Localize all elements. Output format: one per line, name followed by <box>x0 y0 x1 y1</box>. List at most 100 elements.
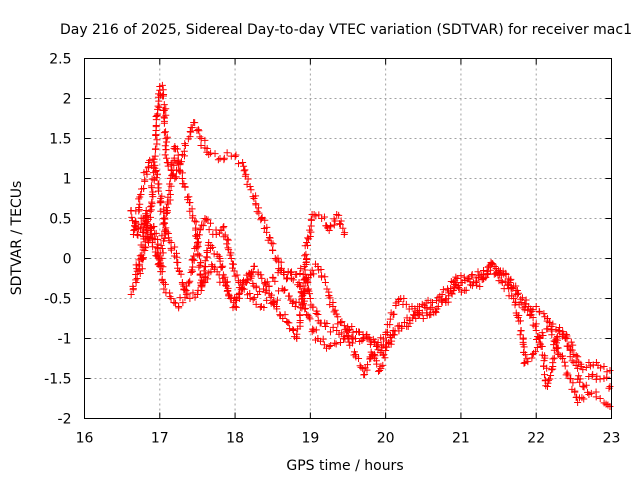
data-point-marker <box>362 332 370 340</box>
data-point-marker <box>128 217 136 225</box>
data-point-marker <box>247 274 255 282</box>
data-point-marker <box>131 217 139 225</box>
data-point-marker <box>285 292 293 300</box>
data-point-marker <box>240 167 248 175</box>
x-tick-label: 16 <box>76 431 94 447</box>
data-point-marker <box>301 285 309 293</box>
data-point-marker <box>355 355 363 363</box>
data-point-marker <box>528 307 536 315</box>
data-point-marker <box>161 227 169 235</box>
data-point-marker <box>219 224 227 232</box>
data-point-marker <box>224 236 232 244</box>
data-point-marker <box>141 216 149 224</box>
data-point-marker <box>363 366 371 374</box>
data-point-marker <box>306 232 314 240</box>
data-point-marker <box>269 240 277 248</box>
data-point-marker <box>540 310 548 318</box>
data-point-marker <box>263 278 271 286</box>
data-point-marker <box>317 265 325 273</box>
data-point-marker <box>326 294 334 302</box>
data-point-marker <box>127 291 135 298</box>
data-point-marker <box>203 253 211 261</box>
data-point-marker <box>160 279 168 286</box>
data-point-marker <box>329 303 337 310</box>
data-point-marker <box>273 296 281 304</box>
data-point-marker <box>567 375 575 383</box>
data-point-marker <box>566 346 574 354</box>
data-point-marker <box>302 250 310 258</box>
data-point-marker <box>537 342 545 350</box>
data-point-marker <box>301 304 309 312</box>
data-point-marker <box>497 277 505 285</box>
data-point-marker <box>232 151 240 159</box>
data-point-marker <box>224 287 232 294</box>
data-point-marker <box>142 168 150 176</box>
data-point-marker <box>162 204 170 212</box>
data-point-marker <box>406 319 414 327</box>
data-point-marker <box>331 306 339 314</box>
data-point-marker <box>561 362 569 370</box>
data-point-marker <box>252 300 260 308</box>
data-point-marker <box>280 287 288 294</box>
data-point-marker <box>303 239 311 246</box>
data-point-marker <box>259 285 267 293</box>
y-tick-label: -1.5 <box>44 372 71 388</box>
data-point-marker <box>231 303 239 310</box>
data-point-marker <box>133 275 141 282</box>
data-point-marker <box>439 286 447 294</box>
data-point-marker <box>161 280 169 288</box>
y-tick-label: -2 <box>58 412 72 428</box>
data-point-marker <box>335 211 343 219</box>
data-point-marker <box>269 273 277 281</box>
data-point-marker <box>212 231 220 238</box>
data-point-marker <box>479 275 487 283</box>
data-point-marker <box>331 339 339 347</box>
data-point-marker <box>291 303 299 310</box>
data-point-marker <box>189 212 197 220</box>
y-tick-label: 1 <box>63 172 72 188</box>
data-point-marker <box>261 288 269 296</box>
x-tick-label: 17 <box>151 431 169 447</box>
data-point-marker <box>189 255 197 263</box>
data-point-marker <box>355 328 363 336</box>
data-point-marker <box>285 319 293 327</box>
data-point-marker <box>521 359 529 366</box>
data-point-marker <box>231 272 239 280</box>
data-point-marker <box>519 338 527 346</box>
data-point-marker <box>433 297 441 305</box>
data-point-marker <box>466 278 474 286</box>
data-point-marker <box>196 133 204 141</box>
data-point-marker <box>144 215 152 223</box>
data-point-marker <box>547 372 555 380</box>
data-point-marker <box>297 288 305 296</box>
data-point-marker <box>232 297 240 305</box>
data-point-marker <box>166 289 174 297</box>
data-point-marker <box>474 268 482 276</box>
data-point-marker <box>516 317 524 325</box>
data-point-marker <box>536 335 544 342</box>
data-point-marker <box>531 348 539 356</box>
data-point-marker <box>154 240 162 248</box>
data-point-marker <box>177 270 185 278</box>
data-point-marker <box>242 170 250 178</box>
data-point-marker <box>193 291 201 298</box>
data-point-marker <box>566 353 574 361</box>
data-point-marker <box>154 253 162 261</box>
data-point-marker <box>453 275 461 282</box>
data-point-marker <box>149 235 157 243</box>
data-point-marker <box>457 288 465 296</box>
data-point-marker <box>151 161 159 169</box>
data-point-marker <box>178 279 186 286</box>
data-point-marker <box>520 348 528 356</box>
data-point-marker <box>240 162 248 170</box>
data-point-marker <box>149 243 157 251</box>
data-point-marker <box>505 285 513 293</box>
data-point-marker <box>274 254 282 262</box>
data-point-marker <box>419 315 427 322</box>
data-point-marker <box>247 186 255 194</box>
data-point-marker <box>151 145 159 153</box>
x-tick-label: 23 <box>603 431 621 447</box>
data-point-marker <box>132 261 140 269</box>
data-point-marker <box>159 249 167 257</box>
data-point-marker <box>524 358 532 366</box>
